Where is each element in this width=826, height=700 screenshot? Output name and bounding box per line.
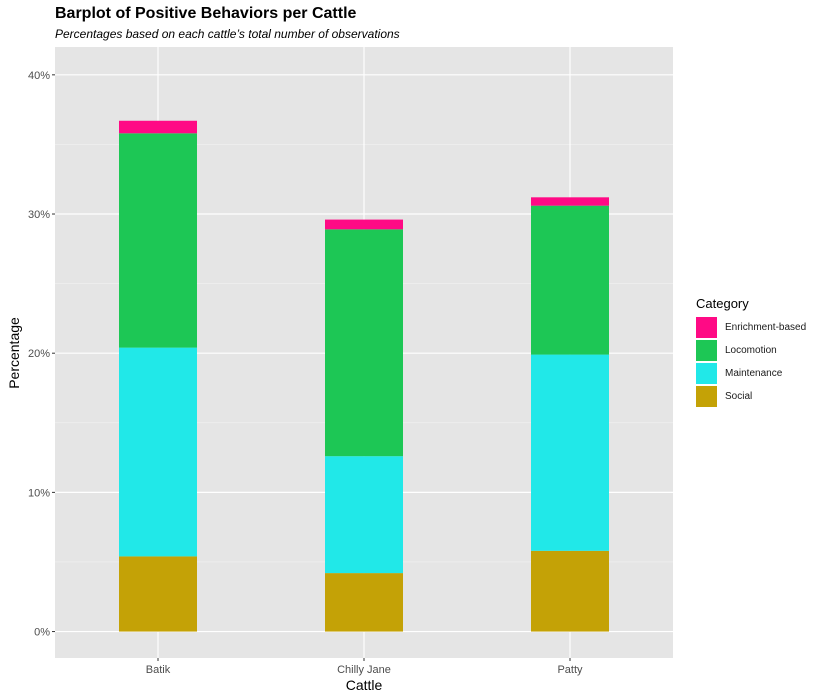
legend-label: Locomotion (725, 345, 777, 356)
y-tick-label: 30% (28, 209, 50, 221)
legend-key (696, 386, 717, 407)
bar-segment-locomotion-patty (531, 205, 609, 355)
bar-segment-maintenance-patty (531, 354, 609, 551)
y-tick-label: 40% (28, 70, 50, 82)
chart-subtitle: Percentages based on each cattle’s total… (55, 27, 400, 41)
bar-segment-maintenance-chilly-jane (325, 456, 403, 574)
legend-key (696, 363, 717, 384)
bar-segment-social-chilly-jane (325, 573, 403, 632)
x-tick-label: Chilly Jane (337, 664, 391, 676)
y-tick-label: 0% (34, 627, 50, 639)
legend: Category Enrichment-based Locomotion Maint… (696, 296, 806, 408)
bar-segment-enrichment-based-patty (531, 197, 609, 206)
legend-label: Social (725, 391, 753, 402)
bar-segment-social-batik (119, 556, 197, 632)
legend-item: Enrichment-based (696, 316, 806, 339)
legend-title: Category (696, 296, 749, 311)
bar-segment-maintenance-batik (119, 347, 197, 557)
legend-label: Maintenance (725, 368, 783, 379)
bar-segment-locomotion-chilly-jane (325, 229, 403, 457)
bar-segment-enrichment-based-batik (119, 120, 197, 134)
x-tick-label: Patty (557, 664, 583, 676)
legend-item: Maintenance (696, 362, 806, 385)
legend-key (696, 317, 717, 338)
legend-label: Enrichment-based (725, 322, 807, 333)
chart-title: Barplot of Positive Behaviors per Cattle (55, 5, 357, 22)
legend-item: Locomotion (696, 339, 806, 362)
bar-segment-locomotion-batik (119, 133, 197, 348)
legend-items: Enrichment-based Locomotion Maintenance Soc… (696, 316, 806, 408)
legend-item: Social (696, 385, 806, 408)
bar-segment-social-patty (531, 550, 609, 632)
legend-key (696, 340, 717, 361)
x-tick-label: Batik (146, 664, 171, 676)
y-tick-label: 10% (28, 487, 50, 499)
x-axis-label: Cattle (345, 677, 383, 693)
y-axis-label: Percentage (6, 317, 22, 389)
bar-segment-enrichment-based-chilly-jane (325, 219, 403, 230)
y-tick-label: 20% (28, 348, 50, 360)
